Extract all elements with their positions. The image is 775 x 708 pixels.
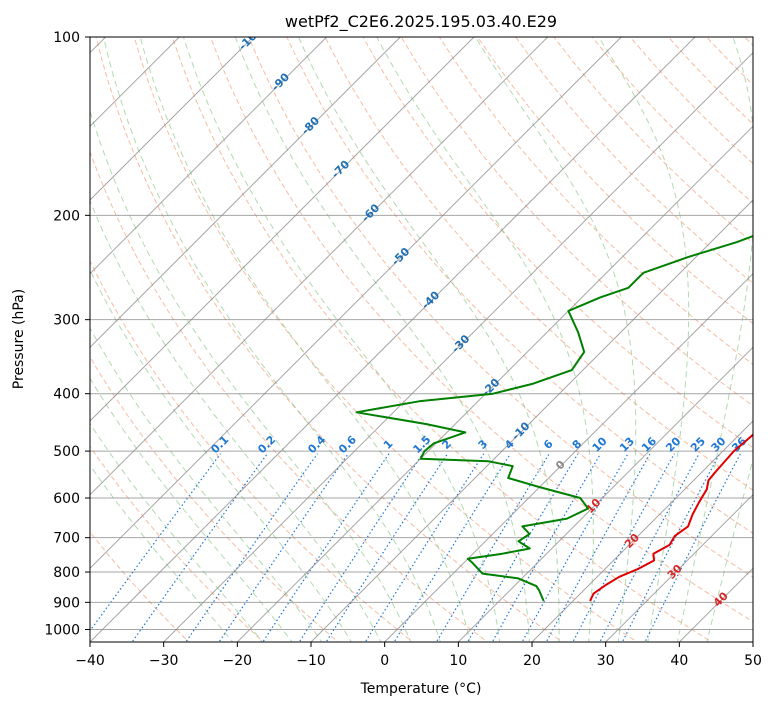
profile-series — [355, 234, 753, 602]
plot-frame — [89, 36, 754, 643]
dewpoint-profile — [355, 234, 753, 602]
isotherms — [90, 37, 753, 642]
y-axis: 100 200 300 400 500 600 700 800 900 1000 — [44, 30, 90, 638]
dry-adiabat — [90, 445, 265, 642]
y-tick-label: 800 — [53, 565, 80, 581]
isotherm-line — [90, 37, 696, 642]
y-axis-label: Pressure (hPa) — [11, 289, 27, 389]
mixing-ratio-line — [545, 453, 651, 642]
x-tick-label: −10 — [296, 653, 326, 669]
y-tick-label: 500 — [53, 444, 80, 460]
isotherm-line — [163, 51, 753, 642]
dry-adiabat — [477, 37, 753, 325]
x-tick-label: −30 — [149, 653, 179, 669]
mixing-ratio-line — [325, 453, 449, 642]
x-tick-label: 30 — [597, 653, 615, 669]
isotherm-line — [384, 272, 753, 642]
isotherm-line — [310, 199, 753, 642]
isotherm-line — [90, 37, 254, 201]
mixing-ratio-line — [131, 453, 268, 642]
x-tick-label: −40 — [75, 653, 105, 669]
isotherm-line — [90, 37, 549, 496]
isotherm-line — [457, 346, 753, 642]
mixing-ratio-lines — [90, 453, 741, 642]
isotherm-line — [90, 37, 475, 422]
dry-adiabat — [362, 37, 753, 449]
x-tick-label: 0 — [380, 653, 389, 669]
chart-title: wetPf2_C2E6.2025.195.03.40.E29 — [285, 12, 557, 32]
x-tick-label: 40 — [670, 653, 688, 669]
mixing-ratio-line — [644, 453, 741, 642]
isotherm-line — [605, 493, 753, 642]
y-tick-label: 1000 — [44, 622, 80, 638]
x-tick-label: 50 — [744, 653, 762, 669]
y-tick-label: 700 — [53, 531, 80, 547]
mixing-ratio-line — [572, 453, 675, 642]
x-tick-label: −20 — [223, 653, 253, 669]
dry-adiabat — [95, 37, 564, 642]
mixing-ratio-line — [393, 453, 511, 642]
isotherm-line — [90, 37, 401, 349]
pressure-gridlines — [90, 37, 753, 630]
dry-adiabat — [324, 37, 753, 491]
dry-adiabat — [438, 37, 753, 366]
dry-adiabat — [90, 356, 339, 642]
isotherm-line — [531, 420, 753, 642]
x-axis-label: Temperature (°C) — [360, 681, 482, 697]
moist-adiabat — [90, 109, 412, 642]
dry-adiabat — [90, 150, 489, 642]
y-tick-label: 400 — [53, 387, 80, 403]
isotherm-line — [236, 125, 753, 642]
mixing-ratio-line — [185, 453, 318, 642]
mixing-ratio-line — [298, 453, 424, 642]
isotherm-line — [90, 37, 622, 570]
y-tick-label: 100 — [53, 30, 80, 46]
moist-adiabat — [90, 199, 382, 642]
x-axis: −40 −30 −20 −10 0 10 20 30 40 50 — [75, 642, 762, 669]
x-tick-label: 10 — [449, 653, 467, 669]
mixing-ratio-line — [90, 453, 221, 632]
mixing-ratio-line — [262, 453, 390, 642]
temperature-profile — [589, 433, 753, 602]
isotherm-line — [90, 37, 328, 275]
y-tick-label: 200 — [53, 208, 80, 224]
y-tick-label: 900 — [53, 595, 80, 611]
mixing-ratio-line — [218, 453, 349, 642]
y-tick-label: 600 — [53, 491, 80, 507]
x-tick-label: 20 — [523, 653, 541, 669]
y-tick-label: 300 — [53, 313, 80, 329]
